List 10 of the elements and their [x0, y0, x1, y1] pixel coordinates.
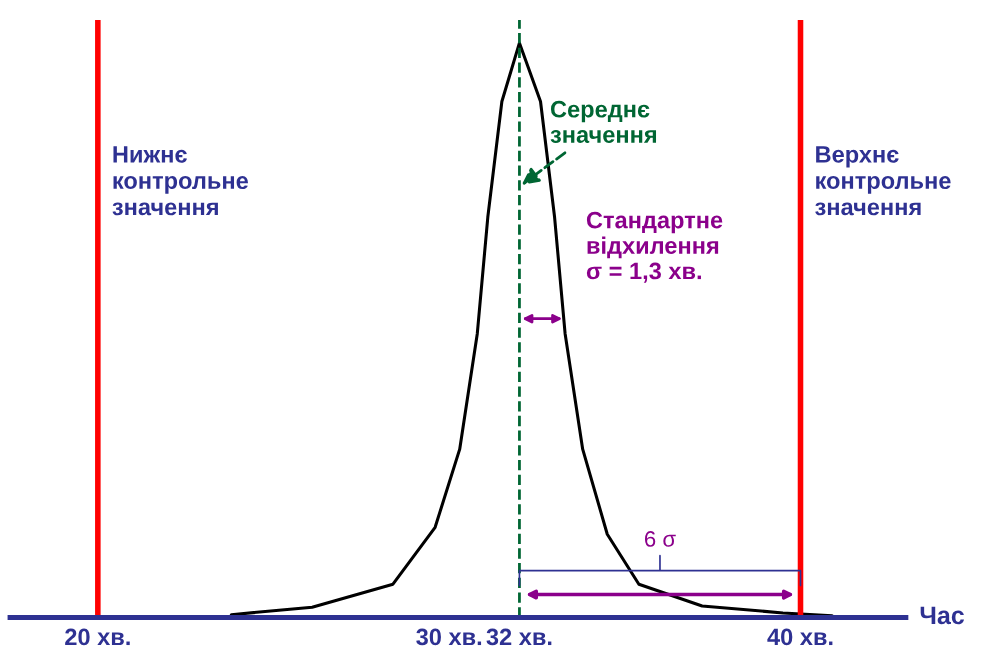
x-tick-label: 20 хв. — [65, 628, 130, 646]
annotation: Середнє значення — [550, 100, 657, 143]
annotation: Стандартне відхилення σ = 1,3 хв. — [586, 211, 723, 283]
ref-line-label: Нижнє контрольне значення — [112, 146, 248, 216]
x-axis-title: Час — [920, 606, 964, 625]
x-tick-label: 40 хв. — [767, 628, 833, 646]
x-tick-label: 30 хв. — [416, 628, 482, 646]
x-tick-label: 32 хв. — [486, 628, 552, 646]
ref-line-label: Верхнє контрольне значення — [815, 146, 951, 216]
annotation: 6 σ — [644, 531, 676, 547]
